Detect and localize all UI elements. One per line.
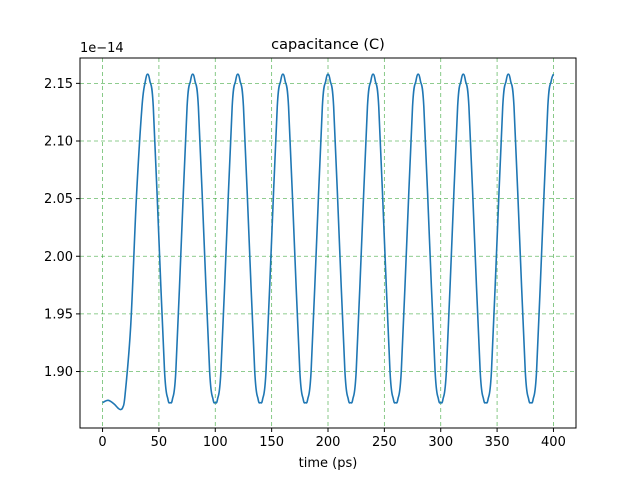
y-tick-label: 2.05 bbox=[44, 192, 73, 207]
x-tick-label: 0 bbox=[98, 435, 106, 450]
capacitance-series-line bbox=[102, 73, 555, 411]
y-tick-label: 1.95 bbox=[44, 307, 73, 322]
x-tick-label: 100 bbox=[203, 435, 228, 450]
x-tick-label: 150 bbox=[259, 435, 284, 450]
x-axis-label: time (ps) bbox=[299, 456, 358, 471]
y-tick-label: 2.15 bbox=[44, 77, 73, 92]
y-tick-label: 2.00 bbox=[44, 250, 73, 265]
chart-title: capacitance (C) bbox=[271, 37, 385, 53]
y-axis-ticks: 1.90 1.95 2.00 2.05 2.10 2.15 bbox=[44, 77, 80, 380]
x-tick-label: 250 bbox=[372, 435, 397, 450]
x-tick-label: 400 bbox=[541, 435, 566, 450]
x-tick-label: 200 bbox=[316, 435, 341, 450]
y-axis-offset-label: 1e−14 bbox=[80, 41, 124, 56]
y-tick-label: 2.10 bbox=[44, 134, 73, 149]
y-tick-label: 1.90 bbox=[44, 365, 73, 380]
x-tick-label: 50 bbox=[151, 435, 168, 450]
x-tick-label: 300 bbox=[428, 435, 453, 450]
x-axis-ticks: 0 50 100 150 200 250 300 350 400 bbox=[98, 428, 566, 450]
x-tick-label: 350 bbox=[485, 435, 510, 450]
